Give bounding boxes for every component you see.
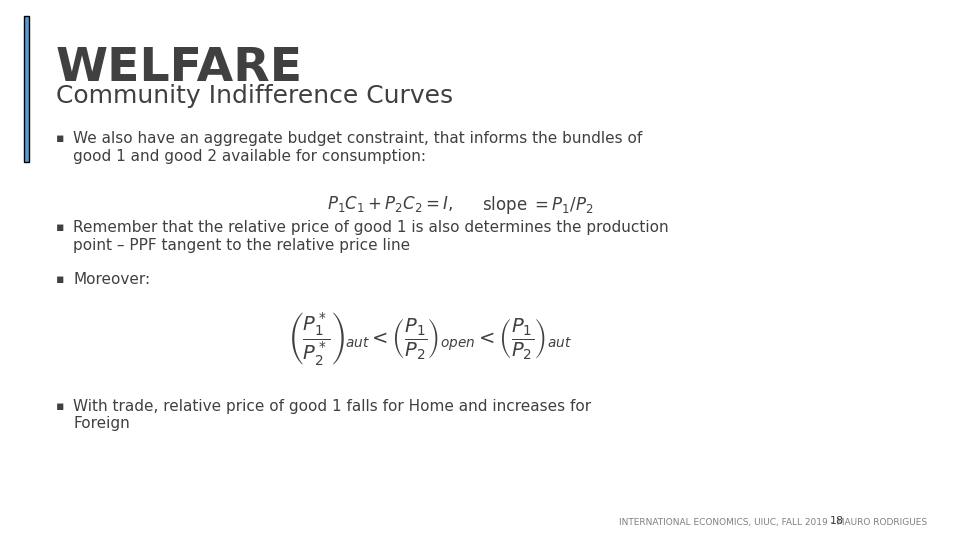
FancyBboxPatch shape (24, 16, 29, 162)
Text: ▪: ▪ (56, 132, 64, 145)
Text: Remember that the relative price of good 1 is also determines the production
poi: Remember that the relative price of good… (73, 220, 669, 253)
Text: ▪: ▪ (56, 400, 64, 413)
Text: $P_1C_1 + P_2C_2 = I,$: $P_1C_1 + P_2C_2 = I,$ (326, 194, 453, 214)
Text: 18: 18 (830, 516, 844, 526)
Text: $\left(\dfrac{P_1^*}{P_2^*}\right)_{aut} < \left(\dfrac{P_1}{P_2}\right)_{open} : $\left(\dfrac{P_1^*}{P_2^*}\right)_{aut}… (289, 310, 571, 368)
Text: Moreover:: Moreover: (73, 272, 151, 287)
Text: Community Indifference Curves: Community Indifference Curves (56, 84, 453, 107)
Text: WELFARE: WELFARE (56, 46, 303, 91)
Text: We also have an aggregate budget constraint, that informs the bundles of
good 1 : We also have an aggregate budget constra… (73, 131, 642, 164)
Text: With trade, relative price of good 1 falls for Home and increases for
Foreign: With trade, relative price of good 1 fal… (73, 399, 591, 431)
Text: INTERNATIONAL ECONOMICS, UIUC, FALL 2019 - MAURO RODRIGUES: INTERNATIONAL ECONOMICS, UIUC, FALL 2019… (619, 517, 927, 526)
Text: ▪: ▪ (56, 273, 64, 286)
Text: ▪: ▪ (56, 221, 64, 234)
Text: slope $= P_1/P_2$: slope $= P_1/P_2$ (482, 194, 593, 217)
